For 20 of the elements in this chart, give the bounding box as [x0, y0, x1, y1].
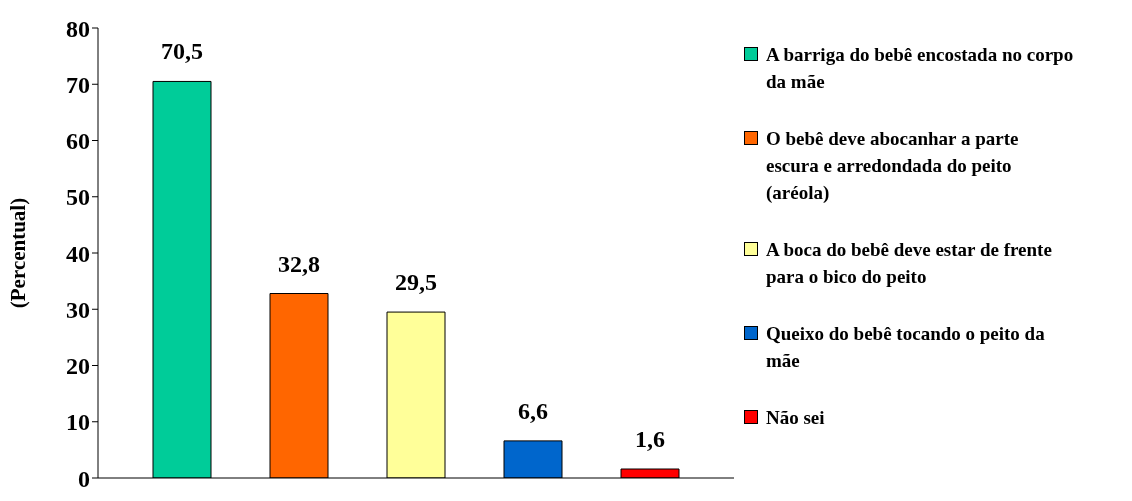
y-tick-label: 20: [66, 353, 90, 380]
data-label: 6,6: [518, 397, 548, 424]
y-tick-label: 70: [66, 71, 90, 98]
legend-label: Queixo do bebê tocando o peito da mãe: [766, 321, 1046, 373]
data-label: 29,5: [395, 269, 437, 296]
data-label: 32,8: [278, 250, 320, 277]
data-label: 70,5: [161, 38, 203, 65]
y-axis-title: (Percentual): [6, 197, 31, 309]
legend-label: O bebê deve abocanhar a parte escura e arredondada do peito (aréola): [766, 126, 1020, 205]
y-tick-label: 30: [66, 296, 90, 323]
y-tick-label: 0: [78, 465, 90, 492]
y-tick-label: 60: [66, 128, 90, 155]
legend-label: A boca do bebê deve estar de frente para o bico do peito: [766, 237, 1053, 289]
y-tick-label: 10: [66, 409, 90, 436]
y-tick-label: 50: [66, 184, 90, 211]
y-tick-label: 40: [66, 240, 90, 267]
data-label: 1,6: [635, 426, 665, 452]
legend-label: A barriga do bebê encostada no corpo da mãe: [766, 42, 1074, 94]
legend-label: Não sei: [766, 405, 825, 430]
y-tick-label: 80: [66, 15, 90, 42]
